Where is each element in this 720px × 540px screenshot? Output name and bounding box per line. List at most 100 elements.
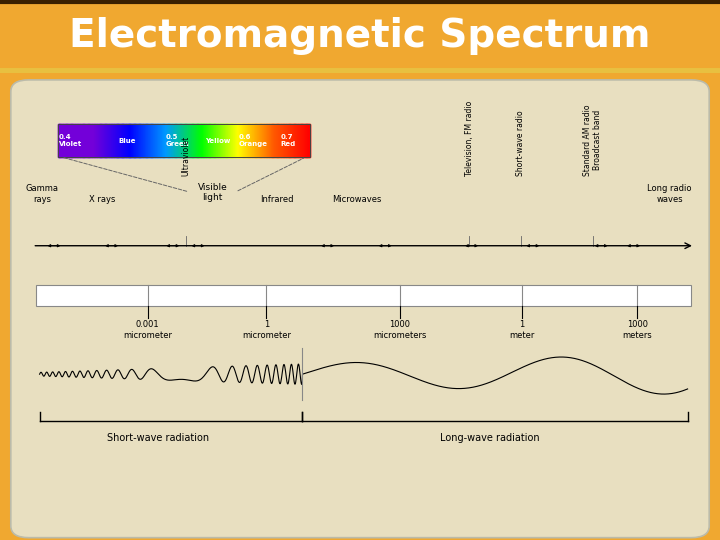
Bar: [184, 124, 185, 157]
Bar: [112, 124, 114, 157]
Bar: [173, 124, 174, 157]
Bar: [140, 124, 141, 157]
Bar: [217, 124, 219, 157]
Bar: [36, 286, 691, 306]
Bar: [104, 124, 106, 157]
Bar: [163, 124, 164, 157]
Bar: [242, 124, 243, 157]
Bar: [62, 124, 63, 157]
Bar: [211, 124, 212, 157]
Bar: [71, 124, 72, 157]
Bar: [86, 124, 87, 157]
Bar: [198, 124, 199, 157]
Bar: [140, 124, 141, 157]
Bar: [58, 124, 59, 157]
Bar: [302, 124, 303, 157]
Bar: [206, 124, 207, 157]
Bar: [93, 124, 94, 157]
Bar: [236, 124, 238, 157]
Bar: [290, 124, 292, 157]
Bar: [203, 124, 204, 157]
Bar: [78, 124, 80, 157]
Bar: [271, 124, 273, 157]
Bar: [158, 124, 160, 157]
Bar: [287, 124, 288, 157]
Bar: [96, 124, 98, 157]
Bar: [145, 124, 146, 157]
Bar: [94, 124, 95, 157]
Bar: [304, 124, 305, 157]
Bar: [265, 124, 266, 157]
Text: 0.6
Orange: 0.6 Orange: [239, 134, 268, 147]
Bar: [160, 124, 161, 157]
Bar: [197, 124, 199, 157]
Bar: [199, 124, 200, 157]
Bar: [199, 124, 201, 157]
Bar: [163, 124, 165, 157]
Bar: [105, 124, 107, 157]
Bar: [226, 124, 228, 157]
Bar: [121, 124, 122, 157]
Bar: [262, 124, 263, 157]
Bar: [274, 124, 276, 157]
Bar: [110, 124, 112, 157]
Bar: [221, 124, 222, 157]
Bar: [253, 124, 255, 157]
Bar: [307, 124, 308, 157]
Bar: [305, 124, 306, 157]
Text: 0.7
Red: 0.7 Red: [281, 134, 296, 147]
Bar: [192, 124, 193, 157]
Bar: [109, 124, 111, 157]
Text: Ultraviolet: Ultraviolet: [181, 136, 190, 176]
Bar: [309, 124, 310, 157]
Text: Short-wave radio: Short-wave radio: [516, 110, 525, 176]
Bar: [119, 124, 120, 157]
Bar: [227, 124, 228, 157]
Bar: [103, 124, 104, 157]
Bar: [176, 124, 177, 157]
Bar: [252, 124, 253, 157]
Bar: [264, 124, 266, 157]
Text: Long radio
waves: Long radio waves: [647, 184, 692, 204]
Bar: [205, 124, 207, 157]
Bar: [68, 124, 69, 157]
Bar: [71, 124, 73, 157]
Bar: [127, 124, 128, 157]
Bar: [98, 124, 99, 157]
Bar: [151, 124, 152, 157]
Bar: [61, 124, 63, 157]
Bar: [296, 124, 297, 157]
Bar: [230, 124, 232, 157]
Bar: [81, 124, 82, 157]
Bar: [155, 124, 156, 157]
Bar: [217, 124, 218, 157]
Bar: [131, 124, 132, 157]
Bar: [207, 124, 209, 157]
Bar: [69, 124, 71, 157]
Bar: [76, 124, 78, 157]
Bar: [179, 124, 180, 157]
Bar: [105, 124, 107, 157]
Bar: [58, 124, 60, 157]
Bar: [244, 124, 246, 157]
Bar: [286, 124, 287, 157]
Bar: [85, 124, 86, 157]
Text: 1000
micrometers: 1000 micrometers: [373, 320, 426, 340]
Bar: [94, 124, 96, 157]
Bar: [183, 124, 184, 157]
Bar: [167, 124, 168, 157]
Bar: [238, 124, 240, 157]
Bar: [279, 124, 281, 157]
Bar: [115, 124, 117, 157]
Bar: [176, 124, 178, 157]
Bar: [307, 124, 309, 157]
Bar: [282, 124, 283, 157]
Bar: [91, 124, 93, 157]
Bar: [297, 124, 298, 157]
Bar: [166, 124, 167, 157]
Bar: [106, 124, 107, 157]
Bar: [308, 124, 310, 157]
Bar: [234, 124, 235, 157]
Bar: [223, 124, 225, 157]
Bar: [222, 124, 223, 157]
